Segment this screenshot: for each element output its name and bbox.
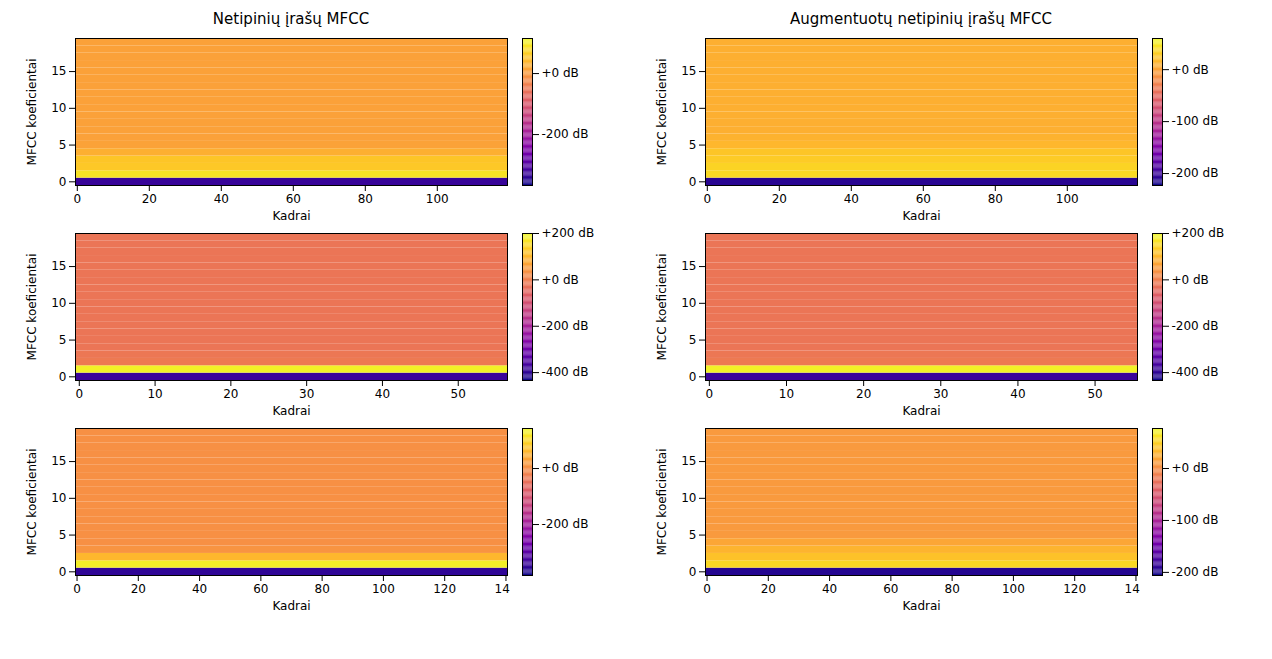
- svg-text:20: 20: [856, 387, 871, 401]
- svg-text:40: 40: [192, 582, 207, 596]
- svg-text:0: 0: [73, 192, 81, 206]
- svg-text:120: 120: [433, 582, 456, 596]
- svg-text:100: 100: [426, 192, 449, 206]
- svg-text:50: 50: [451, 387, 466, 401]
- svg-text:60: 60: [286, 192, 301, 206]
- svg-text:100: 100: [1002, 582, 1025, 596]
- svg-text:10: 10: [51, 101, 66, 115]
- svg-text:0: 0: [73, 582, 81, 596]
- svg-text:5: 5: [689, 138, 697, 152]
- svg-text:30: 30: [933, 387, 948, 401]
- svg-text:10: 10: [681, 101, 696, 115]
- svg-text:Kadrai: Kadrai: [272, 209, 310, 223]
- html-text:Augmentuotų netipinių įrašų MF: Augmentuotų netipinių įrašų MFCC: [790, 10, 1052, 28]
- svg-text:5: 5: [689, 333, 697, 347]
- svg-text:+0 dB: +0 dB: [542, 461, 579, 475]
- svg-text:60: 60: [916, 192, 931, 206]
- svg-text:5: 5: [59, 528, 67, 542]
- svg-text:0: 0: [703, 582, 711, 596]
- svg-text:MFCC koeficientai: MFCC koeficientai: [655, 59, 669, 166]
- svg-text:30: 30: [299, 387, 314, 401]
- svg-text:Kadrai: Kadrai: [902, 599, 940, 613]
- svg-text:-200 dB: -200 dB: [1172, 319, 1219, 333]
- svg-text:80: 80: [358, 192, 373, 206]
- svg-text:20: 20: [223, 387, 238, 401]
- svg-text:15: 15: [51, 259, 66, 273]
- svg-text:20: 20: [131, 582, 146, 596]
- svg-text:20: 20: [772, 192, 787, 206]
- svg-text:50: 50: [1087, 387, 1102, 401]
- svg-text:Kadrai: Kadrai: [902, 209, 940, 223]
- svg-text:15: 15: [681, 259, 696, 273]
- svg-text:15: 15: [681, 454, 696, 468]
- svg-text:-200 dB: -200 dB: [542, 319, 589, 333]
- svg-text:10: 10: [147, 387, 162, 401]
- svg-text:60: 60: [883, 582, 898, 596]
- svg-text:40: 40: [214, 192, 229, 206]
- svg-text:80: 80: [944, 582, 959, 596]
- svg-text:+0 dB: +0 dB: [542, 66, 579, 80]
- svg-text:MFCC koeficientai: MFCC koeficientai: [25, 59, 39, 166]
- svg-text:MFCC koeficientai: MFCC koeficientai: [25, 449, 39, 556]
- svg-text:MFCC koeficientai: MFCC koeficientai: [655, 254, 669, 361]
- svg-text:100: 100: [372, 582, 395, 596]
- svg-text:-200 dB: -200 dB: [542, 517, 589, 531]
- svg-text:20: 20: [142, 192, 157, 206]
- svg-text:+0 dB: +0 dB: [1172, 273, 1209, 287]
- svg-text:+0 dB: +0 dB: [542, 273, 579, 287]
- svg-text:20: 20: [761, 582, 776, 596]
- svg-text:-200 dB: -200 dB: [1172, 565, 1219, 579]
- svg-text:40: 40: [375, 387, 390, 401]
- svg-text:Kadrai: Kadrai: [902, 404, 940, 418]
- svg-text:-400 dB: -400 dB: [542, 365, 589, 379]
- svg-text:140: 140: [1125, 582, 1140, 596]
- svg-text:Kadrai: Kadrai: [272, 404, 310, 418]
- svg-text:10: 10: [51, 296, 66, 310]
- svg-text:40: 40: [844, 192, 859, 206]
- svg-text:Kadrai: Kadrai: [272, 599, 310, 613]
- svg-text:5: 5: [59, 138, 67, 152]
- svg-text:0: 0: [689, 565, 697, 579]
- svg-text:120: 120: [1063, 582, 1086, 596]
- svg-text:140: 140: [495, 582, 510, 596]
- svg-text:10: 10: [681, 491, 696, 505]
- svg-text:5: 5: [689, 528, 697, 542]
- svg-text:0: 0: [703, 192, 711, 206]
- svg-text:MFCC koeficientai: MFCC koeficientai: [25, 254, 39, 361]
- svg-text:15: 15: [51, 64, 66, 78]
- svg-text:60: 60: [253, 582, 268, 596]
- svg-text:40: 40: [1010, 387, 1025, 401]
- svg-text:80: 80: [988, 192, 1003, 206]
- svg-text:-200 dB: -200 dB: [542, 127, 589, 141]
- svg-text:10: 10: [779, 387, 794, 401]
- html-text:Netipinių įrašų MFCC: Netipinių įrašų MFCC: [212, 10, 370, 28]
- svg-text:+0 dB: +0 dB: [1172, 63, 1209, 77]
- svg-text:100: 100: [1056, 192, 1079, 206]
- svg-text:5: 5: [59, 333, 67, 347]
- svg-text:10: 10: [681, 296, 696, 310]
- svg-text:80: 80: [314, 582, 329, 596]
- svg-text:0: 0: [59, 175, 67, 189]
- svg-text:-100 dB: -100 dB: [1172, 114, 1219, 128]
- svg-text:0: 0: [706, 387, 714, 401]
- svg-text:-100 dB: -100 dB: [1172, 513, 1219, 527]
- svg-text:MFCC koeficientai: MFCC koeficientai: [655, 449, 669, 556]
- svg-text:0: 0: [59, 370, 67, 384]
- svg-text:-400 dB: -400 dB: [1172, 365, 1219, 379]
- svg-text:15: 15: [51, 454, 66, 468]
- svg-text:40: 40: [822, 582, 837, 596]
- svg-text:0: 0: [689, 175, 697, 189]
- svg-text:+0 dB: +0 dB: [1172, 461, 1209, 475]
- svg-text:10: 10: [51, 491, 66, 505]
- svg-text:+200 dB: +200 dB: [542, 226, 595, 240]
- svg-text:0: 0: [59, 565, 67, 579]
- svg-text:+200 dB: +200 dB: [1172, 226, 1225, 240]
- svg-text:0: 0: [75, 387, 83, 401]
- svg-text:15: 15: [681, 64, 696, 78]
- svg-text:-200 dB: -200 dB: [1172, 166, 1219, 180]
- svg-text:0: 0: [689, 370, 697, 384]
